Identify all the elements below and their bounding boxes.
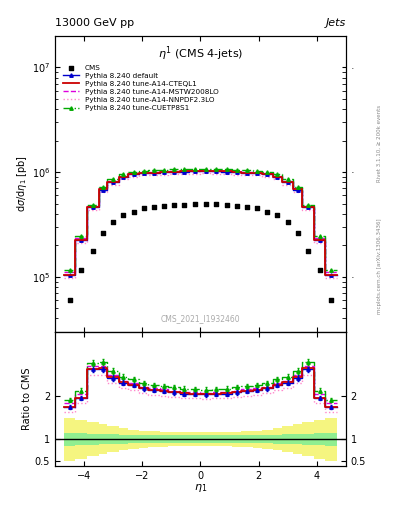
CMS [328,296,334,304]
CMS [233,202,240,210]
CMS [151,203,157,211]
CMS [171,201,177,209]
CMS [305,247,311,255]
Text: Rivet 3.1.10, ≥ 200k events: Rivet 3.1.10, ≥ 200k events [377,105,382,182]
CMS [90,247,96,255]
CMS [78,266,84,274]
CMS [264,207,270,216]
X-axis label: $\eta_1$: $\eta_1$ [194,482,207,494]
CMS [213,200,220,208]
CMS [224,201,230,209]
CMS [66,296,73,304]
Text: mcplots.cern.ch [arXiv:1306.3436]: mcplots.cern.ch [arXiv:1306.3436] [377,219,382,314]
CMS [100,229,106,238]
CMS [120,211,127,219]
CMS [130,207,137,216]
Text: Jets: Jets [325,18,346,29]
CMS [161,202,167,210]
CMS [244,203,250,211]
CMS [203,200,209,208]
CMS [110,219,116,227]
CMS [254,204,260,212]
CMS [295,229,301,238]
CMS [316,266,323,274]
CMS [191,200,198,208]
CMS [181,200,187,208]
CMS [285,219,291,227]
CMS [274,211,281,219]
Y-axis label: Ratio to CMS: Ratio to CMS [22,368,32,430]
Y-axis label: d$\sigma$/d$\eta_1$ [pb]: d$\sigma$/d$\eta_1$ [pb] [15,155,29,212]
Legend: CMS, Pythia 8.240 default, Pythia 8.240 tune-A14-CTEQL1, Pythia 8.240 tune-A14-M: CMS, Pythia 8.240 default, Pythia 8.240 … [62,63,220,113]
Text: $\eta^1$ (CMS 4-jets): $\eta^1$ (CMS 4-jets) [158,45,243,63]
Text: CMS_2021_I1932460: CMS_2021_I1932460 [161,314,240,323]
Text: 13000 GeV pp: 13000 GeV pp [55,18,134,29]
CMS [141,204,147,212]
